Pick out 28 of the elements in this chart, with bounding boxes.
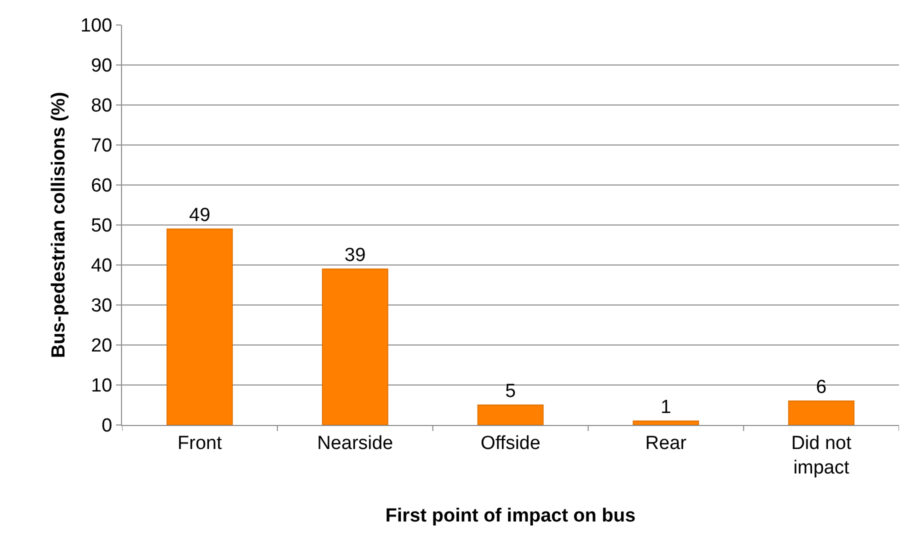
- y-tick-label: 10: [91, 376, 112, 397]
- x-axis-title: First point of impact on bus: [385, 505, 636, 526]
- x-tick-label: Did not impact: [791, 432, 852, 478]
- data-label: 1: [660, 397, 672, 418]
- bar: [166, 228, 233, 425]
- bar: [632, 420, 700, 425]
- data-label: 5: [505, 381, 516, 402]
- y-tick-label: 80: [91, 96, 112, 117]
- x-tick-label: Rear: [645, 432, 688, 454]
- y-tick-label: 50: [91, 216, 112, 237]
- data-label: 39: [344, 245, 366, 266]
- y-tick-label: 20: [91, 336, 112, 357]
- data-label: 6: [816, 377, 827, 398]
- bar: [788, 400, 854, 425]
- x-tick-label: Front: [178, 432, 223, 454]
- y-tick-label: 30: [91, 296, 112, 317]
- bar: [477, 404, 544, 425]
- x-tick-label: Offside: [480, 432, 540, 454]
- y-tick-label: 70: [91, 136, 112, 157]
- bar: [322, 268, 388, 425]
- data-label: 49: [189, 205, 210, 226]
- y-tick-label: 100: [80, 16, 112, 37]
- y-tick-label: 90: [91, 56, 112, 77]
- y-axis-title: Bus-pedestrian collisions (%): [48, 92, 70, 358]
- y-tick-label: 40: [91, 256, 112, 277]
- y-tick-label: 60: [91, 176, 112, 197]
- y-tick-label: 0: [102, 416, 112, 437]
- x-tick-label: Nearside: [317, 432, 394, 454]
